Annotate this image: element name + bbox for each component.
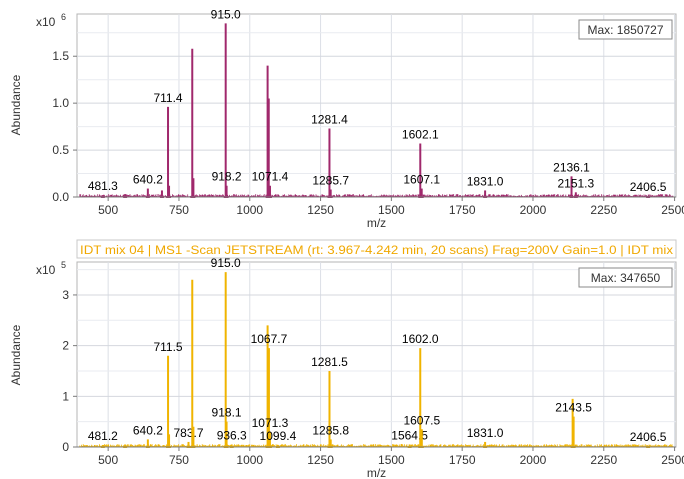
baseline-noise — [79, 194, 674, 197]
x-tick-label: 2250 — [590, 203, 617, 217]
peak-label: 1831.0 — [467, 174, 504, 188]
y-axis-title: Abundance — [9, 74, 23, 135]
peak-label: 2136.1 — [553, 160, 590, 174]
x-tick-label: 2000 — [520, 203, 547, 217]
x-tick-label: 1000 — [236, 453, 263, 467]
peak-label: 1281.5 — [311, 355, 348, 369]
y-tick-label: 1.0 — [52, 96, 69, 110]
y-tick-label: 3 — [62, 288, 69, 302]
peak-label: 1602.1 — [402, 128, 439, 142]
x-tick-label: 2000 — [520, 453, 547, 467]
peak-label: 1071.3 — [252, 416, 289, 430]
plot-frame — [76, 13, 677, 198]
x-tick-label: 1250 — [307, 453, 334, 467]
peak-label: 2406.5 — [630, 430, 667, 444]
x-tick-label: 2250 — [590, 453, 617, 467]
x-tick-label: 1750 — [449, 453, 476, 467]
peak-label: 783.7 — [173, 426, 203, 440]
peak-label: 481.3 — [88, 179, 118, 193]
y-exponent-label: x10 — [36, 15, 56, 29]
x-axis-title: m/z — [367, 216, 386, 230]
y-tick-label: 0.5 — [52, 143, 69, 157]
x-tick-label: 500 — [98, 453, 118, 467]
y-tick-label: 1 — [62, 389, 69, 403]
peak-label: 918.1 — [212, 406, 242, 420]
peak-label: 1285.7 — [312, 173, 349, 187]
plot-frame — [76, 261, 677, 448]
x-tick-label: 1250 — [307, 203, 334, 217]
y-tick-label: 0.0 — [52, 190, 69, 204]
peak-label: 711.5 — [153, 340, 182, 354]
peak-label: 640.2 — [133, 173, 163, 187]
chart-header: IDT mix 04 | MS1 -Scan JETSTREAM (rt: 3.… — [80, 243, 674, 257]
y-exponent-label: x10 — [36, 263, 56, 277]
max-label: Max: 347650 — [591, 271, 661, 285]
peak-label: 1285.8 — [312, 423, 349, 437]
peak-label: 1099.4 — [260, 429, 297, 443]
x-tick-label: 750 — [169, 203, 189, 217]
peak-label: 481.2 — [88, 429, 118, 443]
y-axis-title: Abundance — [9, 324, 23, 385]
y-exponent-power: 6 — [61, 12, 66, 22]
peak-label: 915.0 — [211, 7, 241, 21]
bottom-spectrum-panel: IDT mix 04 | MS1 -Scan JETSTREAM (rt: 3.… — [9, 239, 684, 479]
peak-label: 1564.5 — [391, 428, 428, 442]
peak-label: 936.3 — [217, 428, 247, 442]
header-strip — [76, 239, 677, 259]
peak-label: 2143.5 — [555, 401, 592, 415]
peak-label: 1607.5 — [403, 413, 440, 427]
peak-label: 640.2 — [133, 423, 163, 437]
peak-label: 915.0 — [211, 256, 241, 270]
max-label: Max: 1850727 — [587, 23, 663, 37]
peak-label: 2151.3 — [557, 176, 594, 190]
y-tick-label: 1.5 — [52, 49, 69, 63]
peak-label: 1602.0 — [402, 332, 439, 346]
peak-label: 1071.4 — [252, 170, 289, 184]
x-tick-label: 500 — [98, 203, 118, 217]
x-tick-label: 1750 — [449, 203, 476, 217]
peak-label: 1607.1 — [403, 173, 440, 187]
max-box — [578, 267, 673, 288]
y-tick-label: 2 — [62, 339, 69, 353]
max-box — [578, 19, 673, 40]
y-tick-label: 0 — [62, 440, 69, 454]
peak-label: 711.4 — [153, 91, 182, 105]
x-tick-label: 1500 — [378, 203, 405, 217]
y-exponent-power: 5 — [61, 260, 66, 270]
peak-label: 1067.7 — [251, 332, 288, 346]
peak-label: 1281.4 — [311, 112, 348, 126]
top-spectrum-panel: 481.3 640.2 711.4 915.0 918.2 1071.4 1281.4 128… — [9, 7, 684, 230]
peak-label: 1831.0 — [467, 426, 504, 440]
peak-label: 2406.5 — [630, 180, 667, 194]
x-axis-title: m/z — [367, 466, 386, 479]
x-tick-label: 750 — [169, 453, 189, 467]
x-tick-label: 1000 — [236, 203, 263, 217]
x-tick-label: 1500 — [378, 453, 405, 467]
peak-label: 918.2 — [212, 170, 242, 184]
